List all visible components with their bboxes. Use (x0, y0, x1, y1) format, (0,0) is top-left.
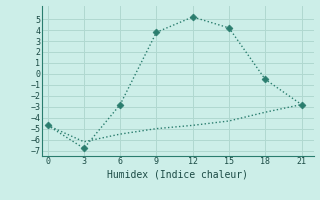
X-axis label: Humidex (Indice chaleur): Humidex (Indice chaleur) (107, 169, 248, 179)
